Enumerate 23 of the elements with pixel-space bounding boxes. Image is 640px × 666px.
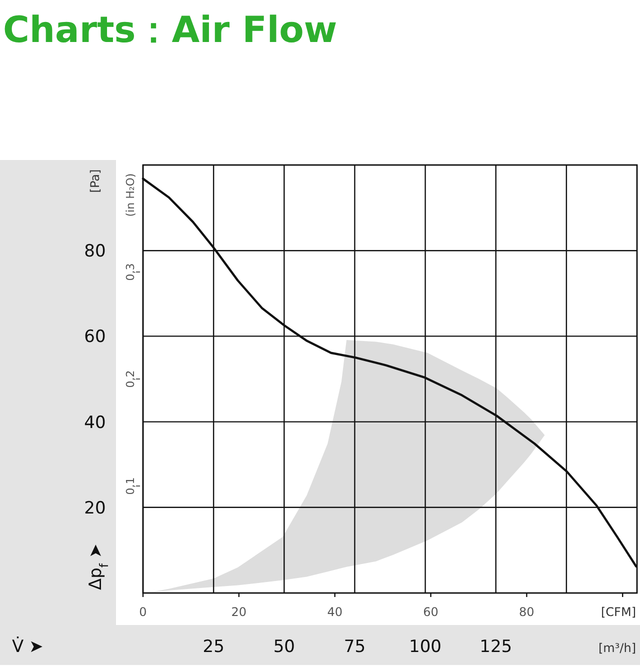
x-axis-title: [m³/h]: [598, 641, 636, 655]
text: V̇ ➤: [12, 636, 44, 657]
x2-tick-label: 40: [327, 605, 342, 619]
y-axis-title: [Pa]: [88, 169, 102, 193]
y-tick-label: 40: [84, 412, 106, 433]
x-tick-label: 75: [344, 637, 366, 657]
x2-tick-label: 20: [231, 605, 247, 619]
x2-tick-label: 60: [423, 605, 438, 619]
y2-tick-label: 0,1: [124, 477, 137, 495]
x-tick-label: 125: [480, 637, 512, 657]
x2-tick-label: 0: [139, 605, 147, 619]
chart-title: Charts：Air Flow: [3, 10, 338, 51]
x-tick-label: 50: [273, 637, 295, 657]
y2-tick-label: 0,3: [124, 263, 137, 281]
y2-tick-label: 0,2: [124, 370, 137, 388]
y-tick-label: 20: [84, 498, 106, 518]
y-tick-label: 80: [84, 242, 106, 262]
x-tick-label: 100: [409, 637, 442, 657]
y2-axis-title: (in H₂O): [124, 173, 137, 217]
x2-tick-label: 80: [519, 605, 534, 619]
y-tick-label: 60: [84, 327, 106, 348]
x2-axis-title: [CFM]: [601, 605, 636, 619]
x-tick-label: 25: [202, 637, 224, 657]
